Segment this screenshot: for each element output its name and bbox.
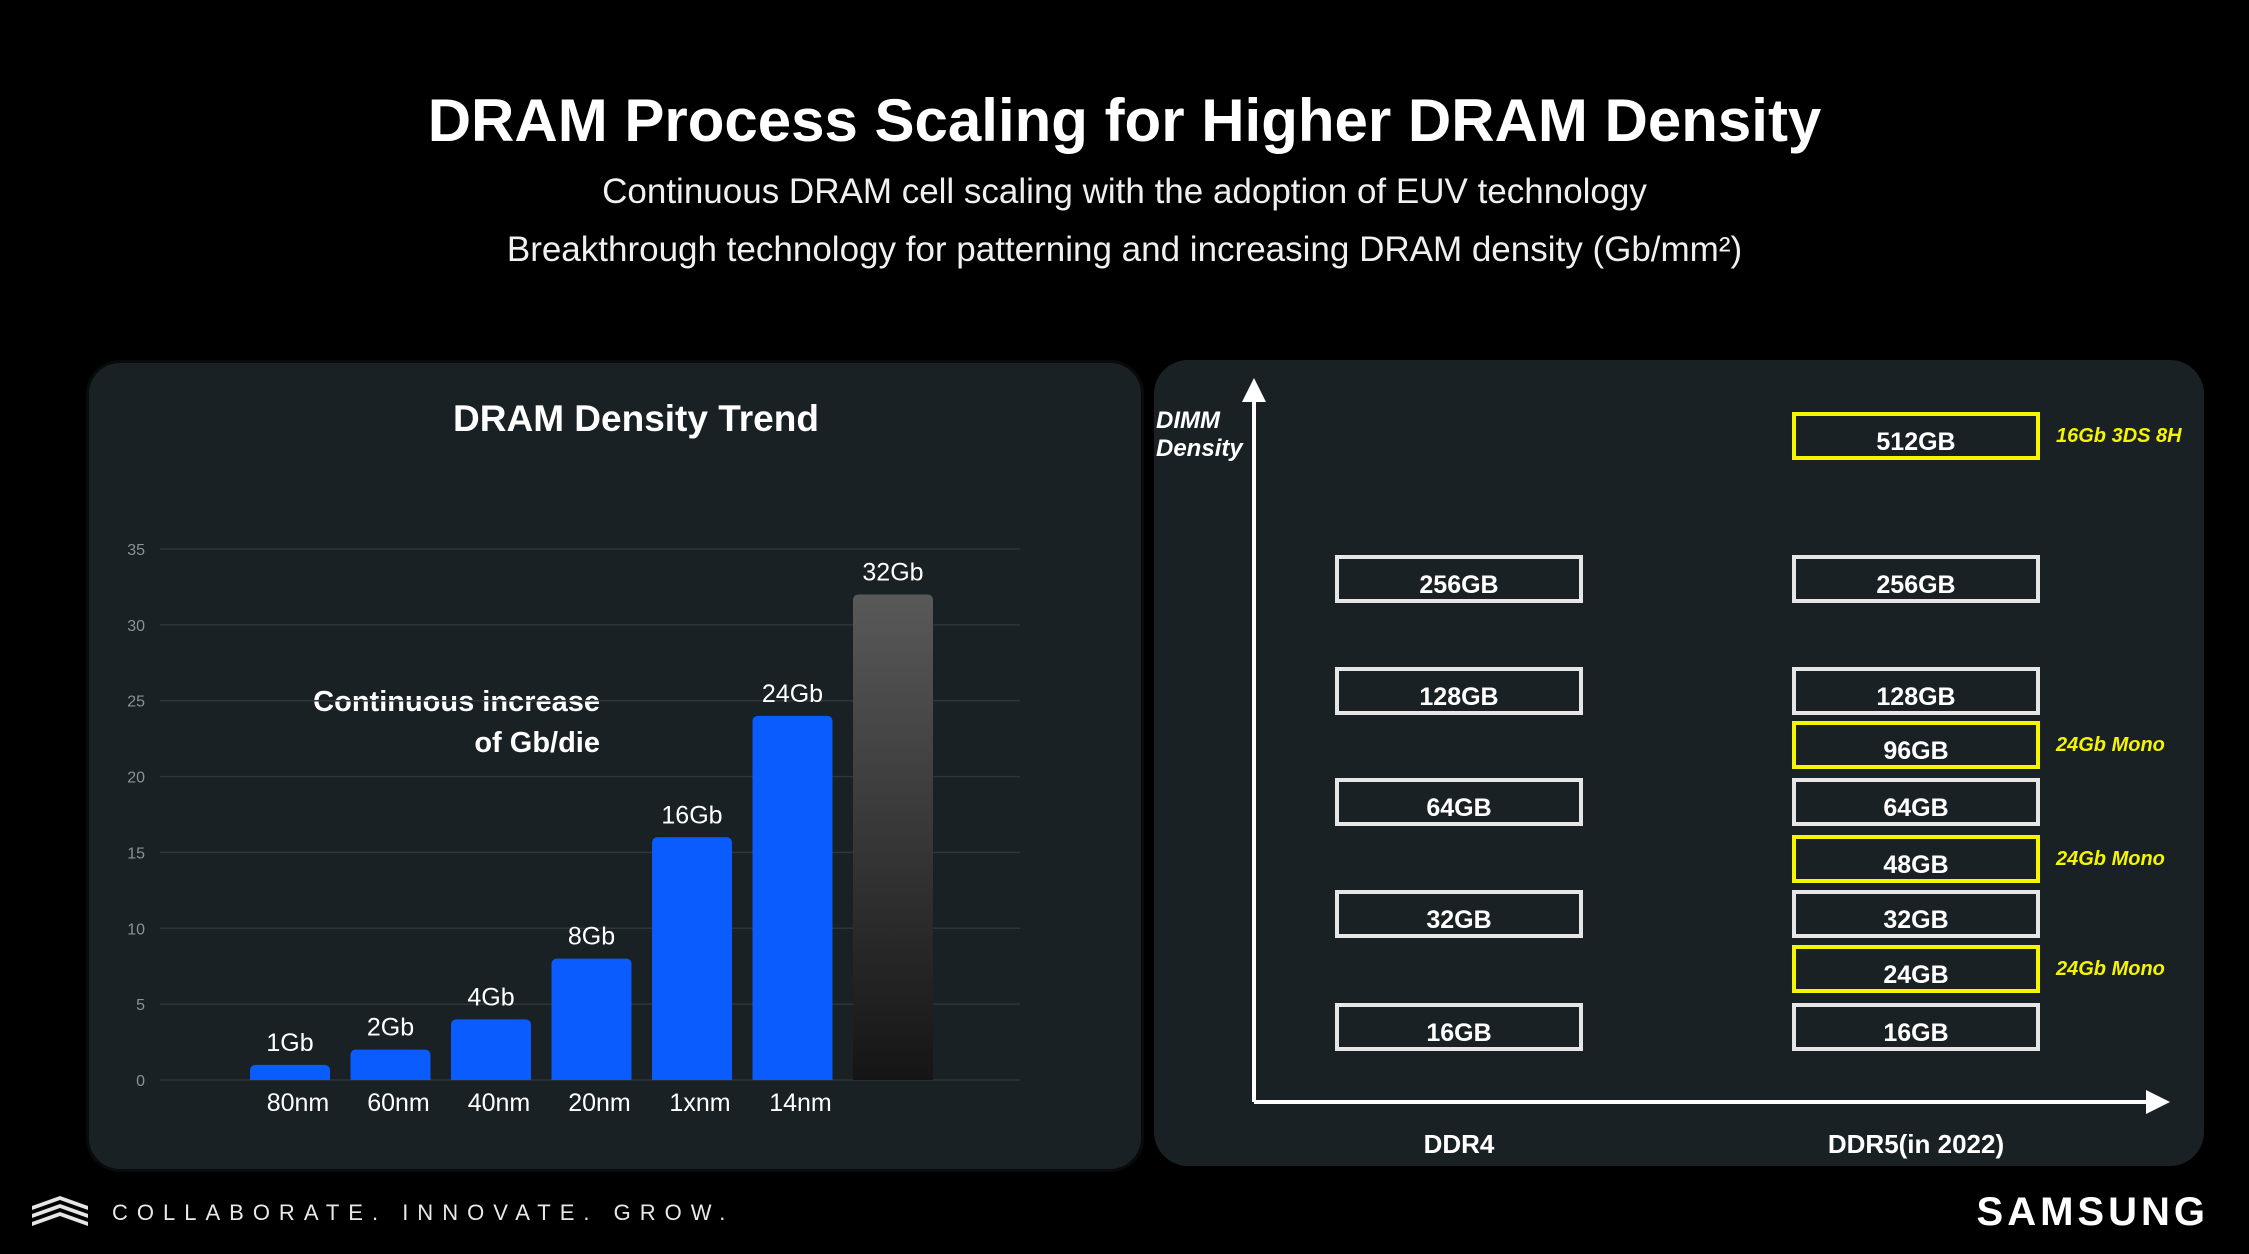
x-tick-label: 14nm — [769, 1089, 832, 1117]
dimm-label: 512GB — [1876, 428, 1955, 456]
dimm-label: 48GB — [1883, 851, 1948, 879]
dimm-note: 24Gb Mono — [2055, 734, 2165, 756]
dimm-label: 32GB — [1426, 906, 1491, 934]
page-title: DRAM Process Scaling for Higher DRAM Den… — [427, 87, 1822, 154]
y-tick-label: 0 — [136, 1073, 145, 1090]
dimm-box-256GB — [1335, 555, 1583, 603]
data-label: 32Gb — [862, 559, 923, 587]
dimm-label: 128GB — [1419, 683, 1498, 711]
annotation-line-2: of Gb/die — [474, 727, 600, 759]
chart-title: DRAM Density Trend — [453, 398, 819, 439]
x-tick-label: 60nm — [367, 1089, 430, 1117]
dimm-box-512GB — [1792, 412, 2040, 460]
dimm-label: 32GB — [1883, 906, 1948, 934]
y-tick-label: 35 — [127, 542, 145, 559]
y-tick-label: 25 — [127, 694, 145, 711]
dimm-box-24GB — [1792, 945, 2040, 993]
dimm-box-32GB — [1335, 890, 1583, 938]
data-label: 8Gb — [568, 923, 615, 951]
data-label: 2Gb — [367, 1014, 414, 1042]
dimm-box-32GB — [1792, 890, 2040, 938]
dimm-label: 16GB — [1883, 1019, 1948, 1047]
chart-annotation: Continuous increase of Gb/die — [280, 682, 600, 764]
dimm-label: 256GB — [1419, 571, 1498, 599]
dimm-label: 64GB — [1426, 794, 1491, 822]
column-label: DDR4 — [1424, 1129, 1495, 1159]
footer-tagline: COLLABORATE. INNOVATE. GROW. — [112, 1200, 735, 1225]
dimm-box-128GB — [1335, 667, 1583, 715]
bar-8Gb — [551, 958, 632, 1080]
bar-1Gb — [250, 1064, 330, 1080]
y-axis-label: DIMM — [1156, 407, 1221, 434]
y-tick-label: 15 — [127, 845, 145, 862]
dimm-box-16GB — [1335, 1003, 1583, 1051]
brand-logo: SAMSUNG — [1976, 1190, 2209, 1234]
annotation-line-1: Continuous increase — [313, 686, 600, 718]
data-label: 4Gb — [467, 983, 514, 1011]
dimm-density-panel — [1154, 360, 2204, 1166]
dimm-label: 96GB — [1883, 737, 1948, 765]
dimm-label: 24GB — [1883, 961, 1948, 989]
y-tick-label: 20 — [127, 770, 145, 787]
dimm-box-128GB — [1792, 667, 2040, 715]
dimm-label: 16GB — [1426, 1019, 1491, 1047]
dimm-note: 24Gb Mono — [2055, 848, 2165, 870]
x-tick-label: 80nm — [267, 1089, 330, 1117]
data-label: 1Gb — [266, 1029, 313, 1057]
data-label: 16Gb — [661, 801, 722, 829]
bar-16Gb — [652, 837, 732, 1080]
bar-2Gb — [350, 1049, 431, 1080]
y-axis-label: Density — [1156, 435, 1244, 462]
dimm-box-16GB — [1792, 1003, 2040, 1051]
y-tick-label: 30 — [127, 618, 145, 635]
dimm-note: 24Gb Mono — [2055, 958, 2165, 980]
dimm-label: 64GB — [1883, 794, 1948, 822]
data-label: 24Gb — [762, 680, 823, 708]
x-tick-label: 40nm — [468, 1089, 531, 1117]
logo-icon — [32, 1196, 88, 1226]
dimm-label: 256GB — [1876, 571, 1955, 599]
y-tick-label: 5 — [136, 997, 145, 1014]
column-label: DDR5(in 2022) — [1828, 1129, 2004, 1159]
dimm-box-64GB — [1335, 778, 1583, 826]
dimm-box-48GB — [1792, 835, 2040, 883]
dimm-box-64GB — [1792, 778, 2040, 826]
bar-24Gb — [752, 715, 833, 1080]
dimm-box-96GB — [1792, 721, 2040, 769]
bar-32Gb — [853, 594, 933, 1080]
x-tick-label: 20nm — [568, 1089, 631, 1117]
subtitle-euv: Continuous DRAM cell scaling with the ad… — [602, 172, 1647, 211]
dimm-box-256GB — [1792, 555, 2040, 603]
dimm-label: 128GB — [1876, 683, 1955, 711]
subtitle-density: Breakthrough technology for patterning a… — [506, 230, 1743, 269]
bar-4Gb — [451, 1019, 531, 1080]
dimm-note: 16Gb 3DS 8H — [2056, 425, 2182, 447]
x-tick-label: 1xnm — [669, 1089, 730, 1117]
y-tick-label: 10 — [127, 921, 145, 938]
